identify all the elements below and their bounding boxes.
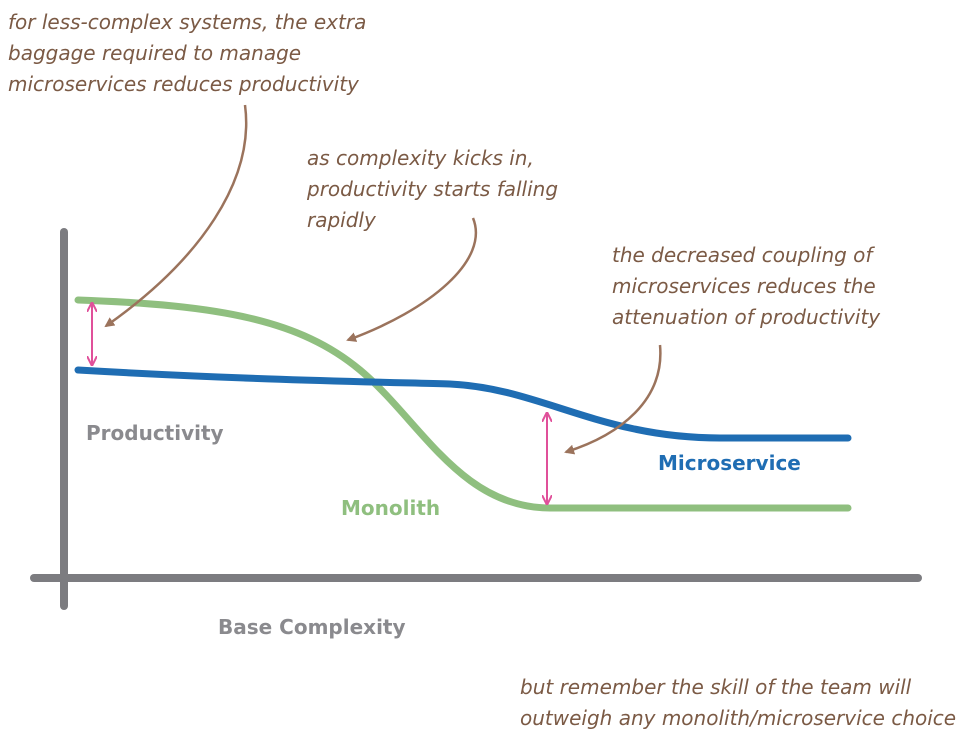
annotation-line: outweigh any monolith/microservice choic… bbox=[520, 706, 956, 730]
annotation-line: but remember the skill of the team will bbox=[520, 675, 912, 699]
y-axis-label: Productivity bbox=[86, 421, 224, 445]
callout-arrow bbox=[346, 217, 478, 342]
annotation-line: productivity starts falling bbox=[306, 177, 558, 201]
annotation-line: as complexity kicks in, bbox=[307, 146, 534, 170]
monolith-curve bbox=[74, 296, 852, 512]
x-axis-label: Base Complexity bbox=[218, 615, 406, 639]
annotation-line: microservices reduces the bbox=[612, 274, 876, 298]
microservice-label: Microservice bbox=[658, 451, 801, 475]
microservice-curve bbox=[74, 366, 852, 442]
annotation-line: microservices reduces productivity bbox=[8, 72, 360, 96]
annotations: for less-complex systems, the extra bagga… bbox=[8, 10, 956, 730]
annotation-line: baggage required to manage bbox=[8, 41, 301, 65]
callout-arrow bbox=[564, 344, 662, 455]
annotation-line: rapidly bbox=[307, 208, 377, 232]
monolith-label: Monolith bbox=[341, 496, 440, 520]
annotation-line: attenuation of productivity bbox=[612, 305, 881, 329]
callout-arrow bbox=[104, 104, 248, 328]
annotation-line: the decreased coupling of bbox=[612, 243, 875, 267]
annotation-line: for less-complex systems, the extra bbox=[8, 10, 366, 34]
